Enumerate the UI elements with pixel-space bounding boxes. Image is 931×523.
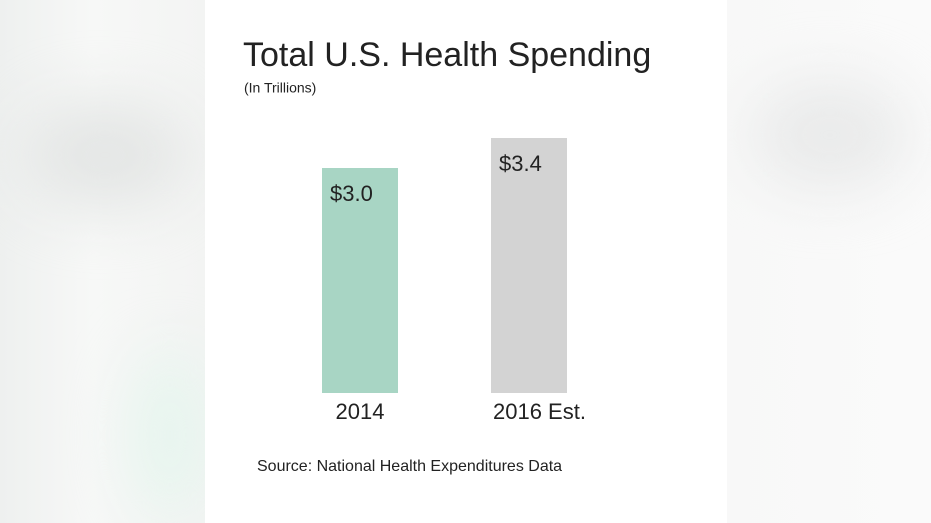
x-tick-label: 2014 [336, 399, 385, 424]
background-blur [20, 100, 190, 210]
background-blur [750, 80, 910, 190]
value-label: $3.0 [330, 181, 373, 206]
value-label: $3.4 [499, 151, 542, 176]
bar [491, 138, 567, 393]
bar [322, 168, 398, 393]
source-note: Source: National Health Expenditures Dat… [257, 458, 562, 475]
x-tick-label: 2016 Est. [493, 399, 586, 424]
chart-title: Total U.S. Health Spending [243, 36, 651, 74]
background-blur [130, 350, 210, 520]
chart-subtitle: (In Trillions) [244, 80, 316, 96]
chart-panel [205, 0, 727, 523]
